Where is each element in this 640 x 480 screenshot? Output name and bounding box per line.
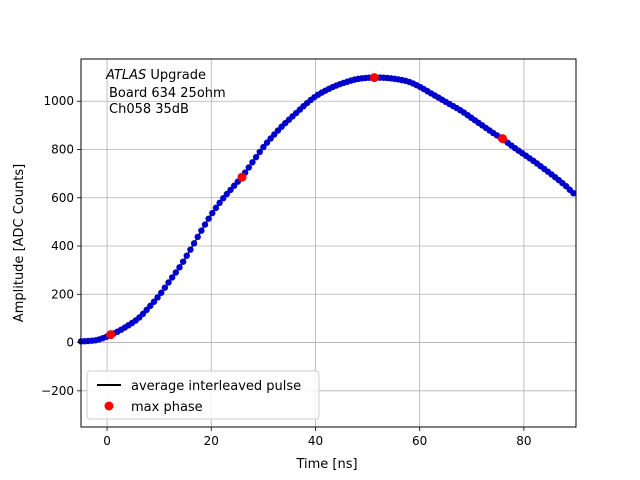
legend-box xyxy=(86,370,320,420)
legend-dot-swatch xyxy=(104,401,114,411)
annotation-line-3: Ch058 35dB xyxy=(109,102,189,117)
pulse-point xyxy=(201,221,209,228)
pulse-point xyxy=(252,153,260,161)
y-axis-ticks: −200 0 200 400 600 800 1000 xyxy=(41,94,81,398)
annotation-line-2: Board 634 25ohm xyxy=(109,86,226,101)
pulse-point xyxy=(220,195,227,202)
pulse-point xyxy=(256,148,263,156)
y-tick-label: 1000 xyxy=(43,94,74,108)
y-tick-label: 800 xyxy=(51,142,74,156)
x-axis-label: Time [ns] xyxy=(295,457,357,472)
pulse-point xyxy=(154,294,161,301)
pulse-point xyxy=(227,186,234,194)
pulse-point xyxy=(212,204,220,212)
pulse-point xyxy=(223,190,231,198)
annotation-line-1: ATLAS Upgrade xyxy=(105,68,206,83)
pulse-point xyxy=(205,215,212,222)
pulse-point xyxy=(183,252,190,259)
max-phase-series xyxy=(106,73,508,340)
annotation-atlas: ATLAS xyxy=(105,68,146,83)
x-tick-label: 20 xyxy=(204,434,219,448)
y-tick-label: 0 xyxy=(66,336,74,350)
x-tick-label: 60 xyxy=(412,434,427,448)
legend-label-average: average interleaved pulse xyxy=(131,379,301,394)
x-tick-label: 0 xyxy=(103,434,111,448)
y-tick-label: 400 xyxy=(51,239,74,253)
max-phase-point xyxy=(237,172,247,182)
pulse-point xyxy=(161,284,169,291)
y-axis-label: Amplitude [ADC Counts] xyxy=(12,164,27,322)
legend: average interleaved pulse max phase xyxy=(86,370,320,420)
pulse-point xyxy=(190,240,198,247)
legend-label-max-phase: max phase xyxy=(131,400,203,415)
annotation-block: ATLAS Upgrade Board 634 25ohm Ch058 35dB xyxy=(105,68,226,117)
pulse-point xyxy=(230,182,238,189)
pulse-point xyxy=(198,227,205,234)
pulse-point xyxy=(249,159,256,166)
plot-frame xyxy=(80,58,577,428)
pulse-point xyxy=(176,264,183,271)
pulse-point xyxy=(150,298,158,305)
pulse-point xyxy=(165,279,172,286)
x-tick-label: 40 xyxy=(308,434,323,448)
pulse-point xyxy=(263,139,271,146)
pulse-point xyxy=(260,143,267,151)
pulse-point xyxy=(158,289,165,296)
x-tick-label: 80 xyxy=(516,434,531,448)
pulse-point xyxy=(147,302,154,310)
pulse-point xyxy=(194,233,201,241)
pulse-point xyxy=(172,269,180,276)
pulse-point xyxy=(209,209,216,217)
annotation-upgrade: Upgrade xyxy=(146,68,206,83)
pulse-point xyxy=(168,274,176,281)
pulse-point xyxy=(570,189,577,197)
max-phase-point xyxy=(369,73,379,83)
y-tick-label: −200 xyxy=(41,384,74,398)
y-tick-label: 600 xyxy=(51,191,74,205)
pulse-point xyxy=(179,258,187,265)
pulse-point xyxy=(187,246,194,253)
pulse-point xyxy=(245,164,252,171)
x-axis-ticks: 0 20 40 60 80 xyxy=(103,427,532,448)
max-phase-point xyxy=(106,330,116,340)
pulse-point xyxy=(216,199,223,207)
max-phase-point xyxy=(498,134,508,144)
y-tick-label: 200 xyxy=(51,287,74,301)
